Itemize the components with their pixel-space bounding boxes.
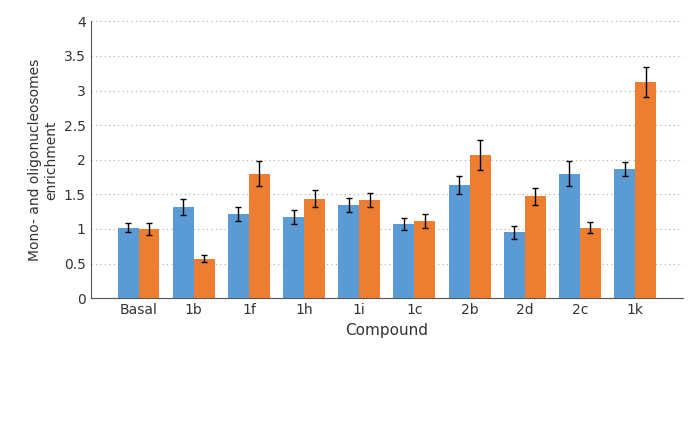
Bar [173, 207, 194, 298]
Bar [194, 259, 215, 298]
Bar [283, 217, 304, 298]
Bar [580, 227, 601, 298]
Bar [338, 205, 359, 298]
X-axis label: Compound: Compound [345, 322, 429, 338]
Bar [394, 224, 415, 298]
Y-axis label: Mono- and oligonucleosomes
enrichment: Mono- and oligonucleosomes enrichment [28, 59, 58, 261]
Bar [559, 174, 580, 298]
Bar [415, 221, 436, 298]
Bar [614, 169, 635, 298]
Bar [470, 155, 491, 298]
Bar [249, 174, 270, 298]
Bar [304, 199, 325, 298]
Bar [449, 185, 470, 298]
Bar [139, 229, 160, 298]
Bar [359, 200, 380, 298]
Bar [228, 214, 249, 298]
Bar [525, 196, 546, 298]
Bar [635, 82, 656, 298]
Bar [118, 227, 139, 298]
Bar [504, 233, 525, 298]
